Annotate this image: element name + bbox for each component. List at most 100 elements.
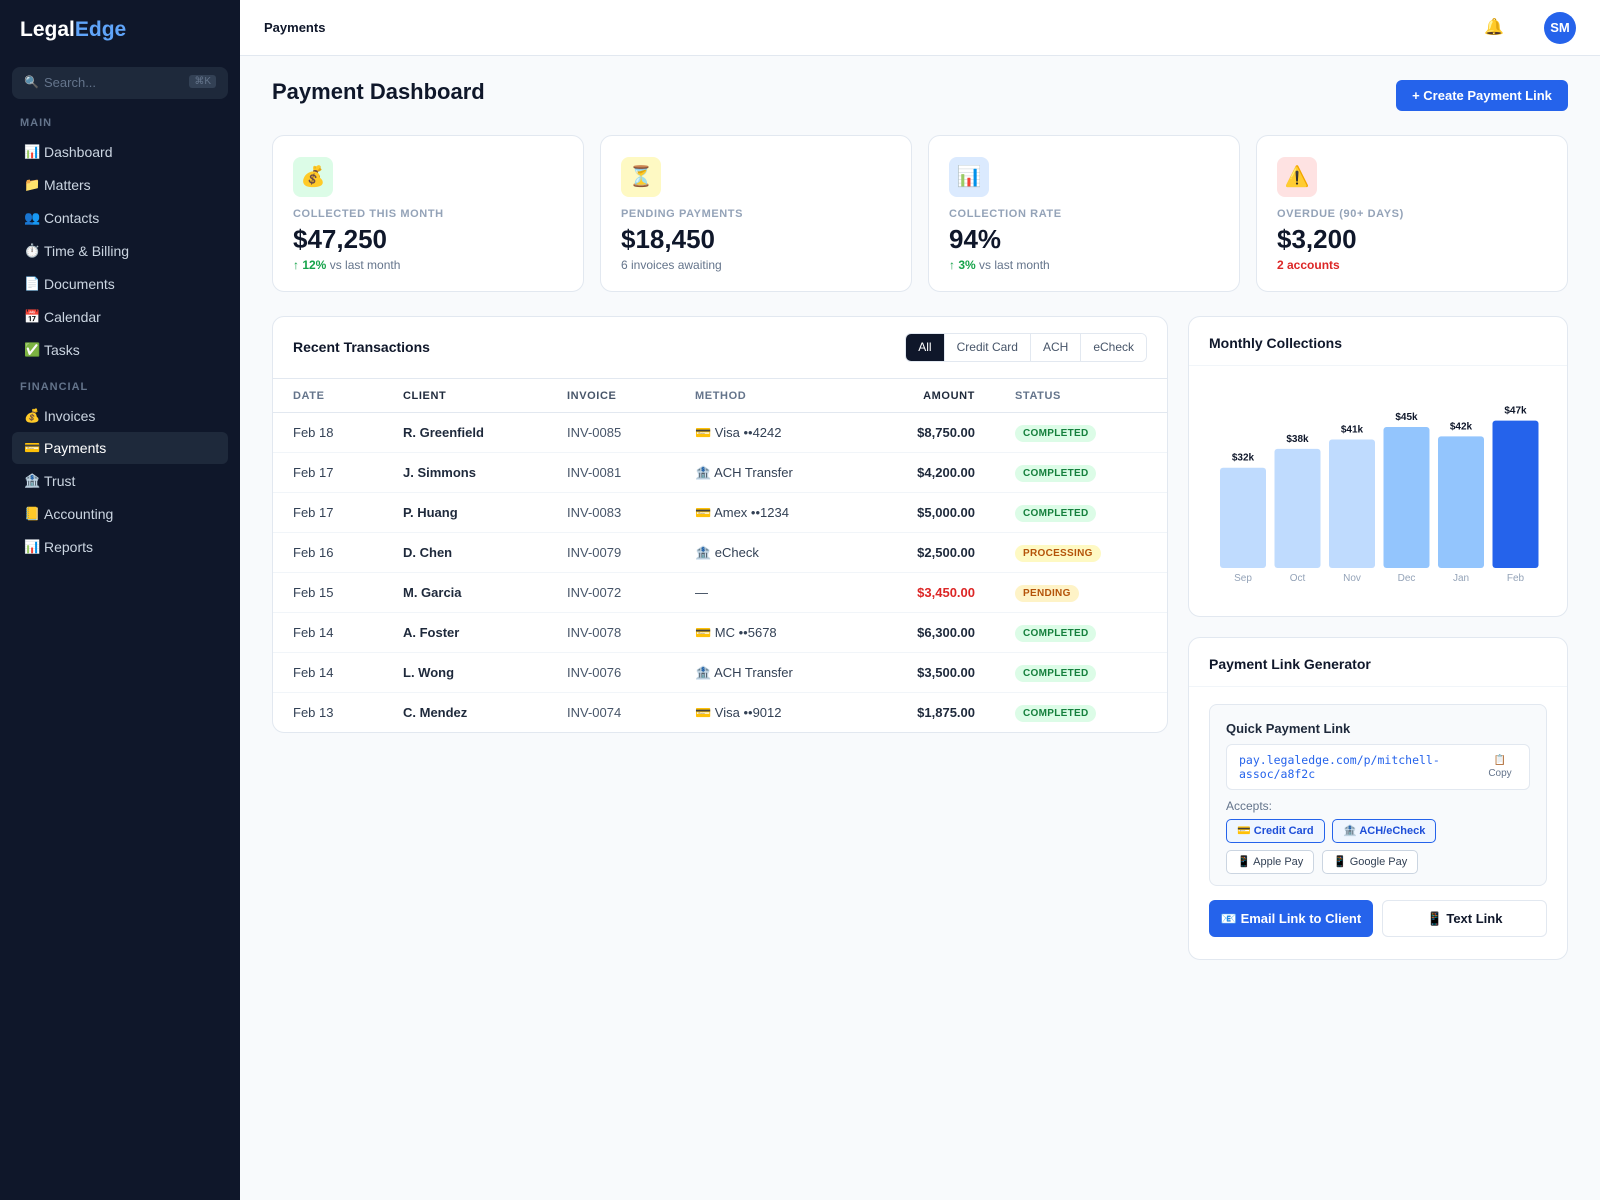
- transactions-table: DATE CLIENT INVOICE METHOD AMOUNT STATUS…: [273, 378, 1167, 733]
- method-chip-ach-echeck[interactable]: 🏦 ACH/eCheck: [1332, 819, 1437, 843]
- stat-label: PENDING PAYMENTS: [621, 208, 744, 220]
- stat-card-overdue: ⚠️ OVERDUE (90+ DAYS) $3,200 2 accounts: [1256, 135, 1568, 292]
- sidebar-item-contacts[interactable]: 👥 Contacts: [12, 202, 228, 234]
- bar-feb[interactable]: [1492, 420, 1539, 568]
- method-chip-google-pay[interactable]: 📱 Google Pay: [1322, 850, 1419, 874]
- bar-nov[interactable]: [1329, 439, 1375, 568]
- sidebar-item-matters[interactable]: 📁 Matters: [12, 169, 228, 201]
- chart-icon: 📊: [949, 157, 989, 197]
- table-row[interactable]: Feb 15 M. Garcia INV-0072— $3,450.00 PENDING: [273, 572, 1167, 613]
- table-row[interactable]: Feb 16 D. Chen INV-0079 🏦 eCheck $2,500.00 PR…: [273, 532, 1167, 573]
- page-title: Payment Dashboard: [272, 79, 485, 104]
- sidebar-item-dashboard[interactable]: 📊 Dashboard: [12, 136, 228, 168]
- status-badge: COMPLETED: [1015, 704, 1097, 722]
- cell-status: PROCESSING: [975, 532, 1167, 573]
- table-row[interactable]: Feb 14 L. Wong INV-0076 🏦 ACH Transfer $3,50…: [273, 652, 1167, 693]
- column-header-date[interactable]: DATE: [273, 378, 403, 413]
- status-badge: COMPLETED: [1015, 624, 1097, 642]
- cell-date: Feb 17: [273, 452, 403, 493]
- filter-echeck[interactable]: eCheck: [1081, 334, 1146, 361]
- payment-link-url-field[interactable]: pay.legaledge.com/p/mitchell-assoc/a8f2c…: [1226, 744, 1530, 790]
- stat-value: $47,250: [293, 224, 387, 254]
- cell-status: COMPLETED: [975, 412, 1167, 453]
- sidebar-item-label: Invoices: [44, 408, 96, 424]
- status-badge: COMPLETED: [1015, 504, 1097, 522]
- search-placeholder: Search...: [44, 75, 97, 90]
- x-axis-tick-label: Jan: [1453, 573, 1469, 584]
- bar-jan[interactable]: [1438, 436, 1484, 568]
- column-header-client[interactable]: CLIENT: [403, 378, 567, 413]
- copy-link-button[interactable]: 📋 Copy: [1485, 754, 1515, 780]
- table-row[interactable]: Feb 14 A. Foster INV-0078 💳 MC ••5678 $6,300…: [273, 612, 1167, 653]
- sidebar-item-payments[interactable]: 💳 Payments: [12, 432, 228, 464]
- stat-delta: ↑ 3%: [949, 258, 976, 272]
- sidebar-item-reports[interactable]: 📊 Reports: [12, 531, 228, 563]
- document-icon: 📄: [24, 276, 41, 291]
- folder-icon: 📁: [24, 177, 41, 192]
- sidebar-item-label: Accounting: [44, 506, 114, 522]
- cell-amount: $4,200.00: [855, 452, 975, 493]
- column-header-method[interactable]: METHOD: [695, 378, 855, 413]
- payment-link-url[interactable]: pay.legaledge.com/p/mitchell-assoc/a8f2c: [1239, 753, 1440, 781]
- sidebar-item-accounting[interactable]: 📒 Accounting: [12, 498, 228, 530]
- table-row[interactable]: Feb 17 J. Simmons INV-0081 🏦 ACH Transfer $4…: [273, 452, 1167, 493]
- sidebar-item-tasks[interactable]: ✅ Tasks: [12, 334, 228, 366]
- cell-method: 💳 Visa ••9012: [695, 704, 782, 720]
- filter-credit-card[interactable]: Credit Card: [944, 334, 1031, 361]
- bar-value-label: $38k: [1286, 434, 1309, 445]
- cell-date: Feb 13: [293, 705, 334, 721]
- stopwatch-icon: ⏱️: [24, 243, 41, 258]
- stat-sub-text: 6 invoices awaiting: [621, 258, 722, 272]
- sidebar-item-time-billing[interactable]: ⏱️ Time & Billing: [12, 235, 228, 267]
- bell-icon[interactable]: 🔔: [1484, 19, 1504, 36]
- email-link-to-client-button[interactable]: 📧 Email Link to Client: [1209, 900, 1373, 937]
- sidebar-item-invoices[interactable]: 💰 Invoices: [12, 400, 228, 432]
- filter-all[interactable]: All: [906, 334, 945, 361]
- method-chip-credit-card[interactable]: 💳 Credit Card: [1226, 819, 1325, 843]
- stat-value: $3,200: [1277, 224, 1357, 254]
- status-badge: COMPLETED: [1015, 664, 1097, 682]
- table-header-row: DATE CLIENT INVOICE METHOD AMOUNT STATUS: [273, 378, 1167, 413]
- bar-oct[interactable]: [1274, 448, 1321, 568]
- sidebar-item-label: Calendar: [44, 309, 101, 325]
- cell-status: COMPLETED: [975, 612, 1167, 653]
- column-header-amount[interactable]: AMOUNT: [855, 378, 975, 413]
- table-row[interactable]: Feb 18 R. Greenfield INV-0085 💳 Visa ••4242…: [273, 412, 1167, 453]
- cell-invoice: INV-0074: [567, 705, 622, 721]
- status-badge: COMPLETED: [1015, 464, 1097, 482]
- bar-sep[interactable]: [1220, 467, 1266, 568]
- cell-amount: $6,300.00: [855, 612, 975, 653]
- bar-dec[interactable]: [1383, 426, 1430, 568]
- cell-method: 💳 MC ••5678: [695, 612, 855, 653]
- sidebar-item-calendar[interactable]: 📅 Calendar: [12, 301, 228, 333]
- filter-ach[interactable]: ACH: [1030, 334, 1082, 361]
- table-row[interactable]: Feb 17 P. Huang INV-0083 💳 Amex ••1234 $5,00…: [273, 492, 1167, 533]
- column-header-invoice[interactable]: INVOICE: [567, 378, 695, 413]
- avatar[interactable]: SM: [1544, 12, 1576, 44]
- payment-link-generator-panel: Payment Link Generator Quick Payment Lin…: [1188, 637, 1568, 960]
- stat-sub-text: vs last month: [326, 258, 401, 272]
- search-input[interactable]: 🔍 Search... ⌘K: [12, 67, 228, 99]
- x-axis-tick-label: Feb: [1507, 573, 1525, 584]
- cell-status: COMPLETED: [975, 652, 1167, 693]
- column-header-status[interactable]: STATUS: [975, 378, 1167, 413]
- cell-date: Feb 16: [273, 532, 403, 573]
- x-axis-tick-label: Nov: [1343, 573, 1361, 584]
- cell-client: R. Greenfield: [403, 412, 567, 453]
- sidebar-item-trust[interactable]: 🏦 Trust: [12, 465, 228, 497]
- topbar: Payments 🔔 SM: [240, 0, 1600, 56]
- cell-date: Feb 18: [273, 412, 403, 453]
- chart-icon: 📊: [24, 144, 41, 159]
- stat-sub: ↑ 12% vs last month: [293, 258, 400, 272]
- cell-client: L. Wong: [403, 652, 567, 693]
- cell-amount: $2,500.00: [855, 532, 975, 573]
- sidebar-item-documents[interactable]: 📄 Documents: [12, 268, 228, 300]
- nav-section-financial: FINANCIAL: [20, 381, 89, 393]
- create-payment-link-button[interactable]: + Create Payment Link: [1396, 80, 1568, 111]
- cell-status: COMPLETED: [975, 492, 1167, 533]
- app-logo[interactable]: LegalEdge: [20, 18, 126, 42]
- text-link-button[interactable]: 📱 Text Link: [1382, 900, 1547, 937]
- table-row[interactable]: Feb 13 C. Mendez INV-0074 💳 Visa ••9012 $1,8…: [273, 693, 1167, 733]
- method-chip-apple-pay[interactable]: 📱 Apple Pay: [1226, 850, 1315, 874]
- cell-invoice: INV-0081: [567, 452, 695, 493]
